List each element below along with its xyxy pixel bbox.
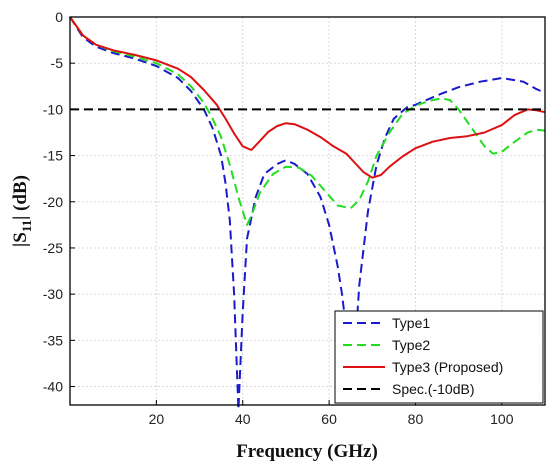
x-tick-label: 20: [149, 411, 165, 427]
series-type3-proposed: [69, 16, 546, 179]
y-tick-label: -30: [43, 286, 63, 302]
legend-label-type2: Type2: [392, 337, 430, 353]
y-tick-label: -40: [43, 379, 63, 395]
y-tick-label: -10: [43, 101, 63, 117]
legend-label-type3-proposed: Type3 (Proposed): [392, 359, 503, 375]
y-axis-title-sub: 11: [19, 220, 34, 232]
y-tick-label: -5: [51, 55, 64, 71]
x-tick-label: 60: [321, 411, 337, 427]
series-lines: [69, 16, 546, 411]
y-axis-title: |S11| (dB): [10, 175, 34, 247]
y-tick-label: -20: [43, 194, 63, 210]
legend-box: [334, 310, 544, 404]
y-axis-title-tail: | (dB): [10, 175, 31, 220]
y-tick-label: 0: [55, 9, 63, 25]
x-tick-label: 80: [408, 411, 424, 427]
y-axis-title-main: |S: [10, 232, 31, 247]
grid: [70, 17, 545, 405]
plot-frame: [69, 16, 546, 406]
x-tick-label: 100: [490, 411, 514, 427]
axis-ticks: 20 40 60 80 100 0 -5 -10 -15 -20 -25 -30 -35 -40: [43, 9, 514, 427]
x-axis-title: Frequency (GHz): [236, 441, 378, 462]
series-type1: [69, 16, 546, 411]
legend: Type1 Type2 Type3 (Proposed) Spec.(-10dB): [334, 310, 544, 404]
x-tick-label: 40: [235, 411, 251, 427]
y-tick-label: -15: [43, 148, 63, 164]
y-tick-label: -35: [43, 332, 63, 348]
legend-label-spec-10db: Spec.(-10dB): [392, 381, 474, 397]
y-tick-label: -25: [43, 240, 63, 256]
legend-label-type1: Type1: [392, 315, 430, 331]
